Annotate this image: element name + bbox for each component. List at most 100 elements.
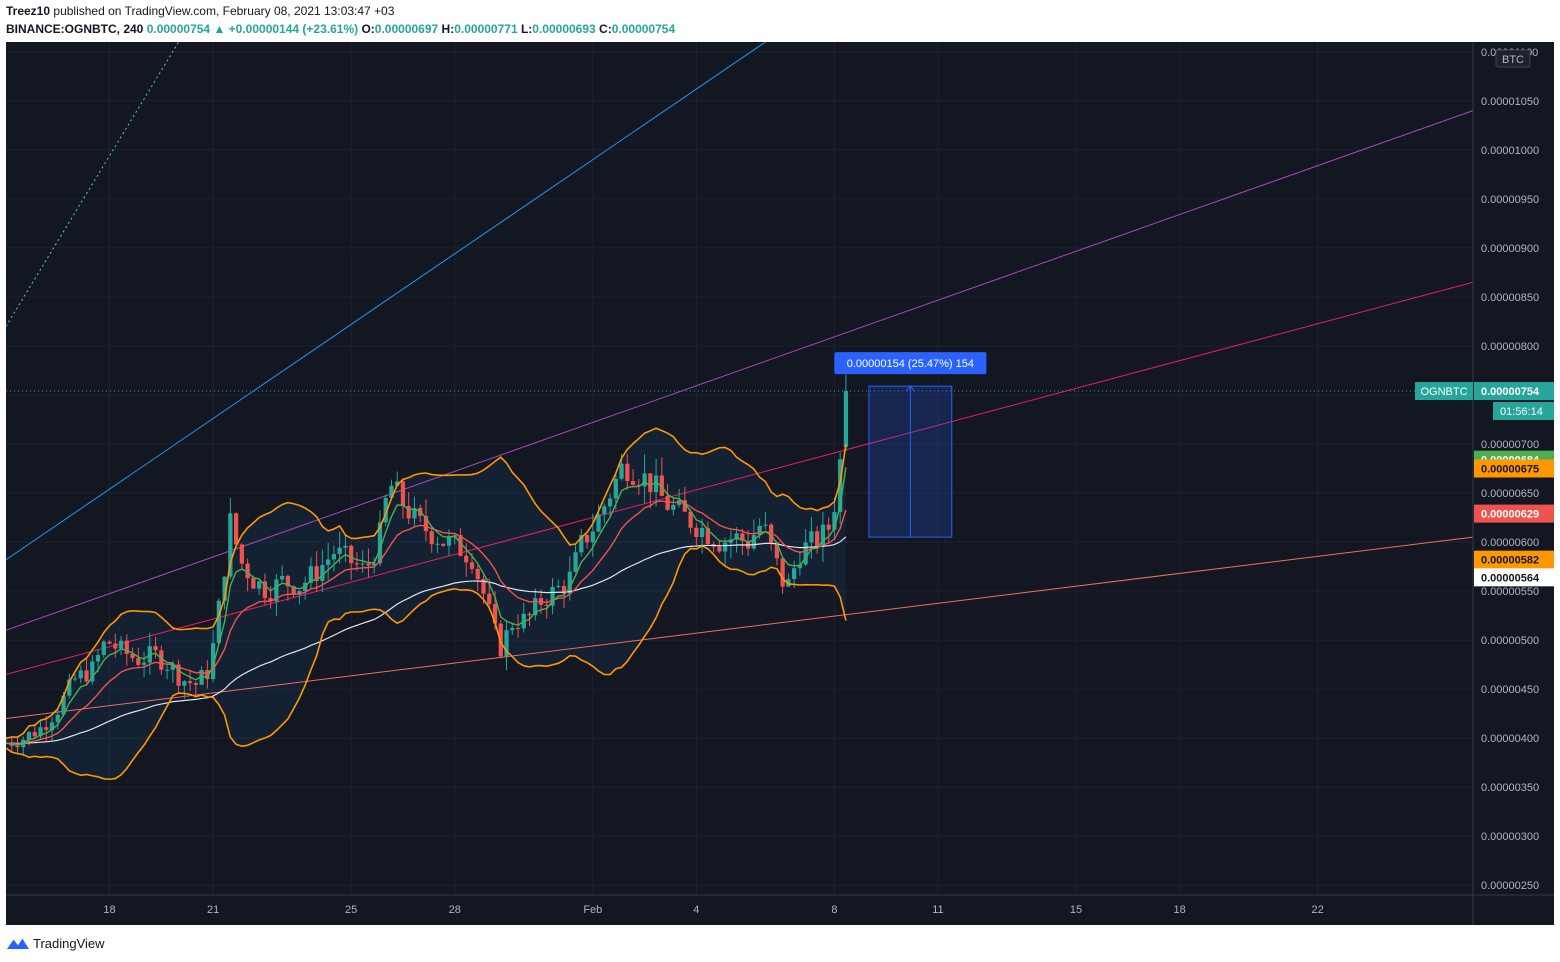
candle-body[interactable] — [446, 537, 452, 546]
candle-body[interactable] — [360, 563, 365, 565]
candle-body[interactable] — [774, 542, 780, 559]
candle-body[interactable] — [458, 535, 463, 556]
candle-body[interactable] — [625, 463, 630, 481]
candle-body[interactable] — [544, 604, 549, 606]
candle-body[interactable] — [251, 578, 256, 589]
candle-body[interactable] — [809, 531, 814, 543]
candle-body[interactable] — [176, 664, 181, 686]
candle-body[interactable] — [464, 555, 469, 563]
candle-body[interactable] — [274, 579, 279, 602]
candle-body[interactable] — [763, 524, 768, 526]
candle-body[interactable] — [349, 545, 354, 564]
currency-badge[interactable] — [1495, 49, 1531, 68]
candle-body[interactable] — [239, 544, 244, 564]
candle-body[interactable] — [510, 628, 515, 631]
candle-body[interactable] — [61, 695, 66, 715]
candle-body[interactable] — [193, 683, 198, 685]
candle-body[interactable] — [153, 646, 158, 651]
candle-body[interactable] — [780, 558, 785, 587]
chart-area[interactable]: 0.00000154 (25.47%) 154 0.00000250 0.00000… — [6, 42, 1554, 925]
candle-body[interactable] — [648, 473, 653, 493]
candle-body[interactable] — [734, 533, 739, 540]
candle-body[interactable] — [84, 670, 89, 682]
candle-body[interactable] — [820, 524, 826, 547]
trendline-5[interactable] — [6, 536, 1474, 720]
candle-body[interactable] — [630, 480, 636, 485]
candle-body[interactable] — [705, 528, 710, 545]
candle-body[interactable] — [717, 546, 722, 552]
candle-body[interactable] — [26, 732, 32, 740]
candle-body[interactable] — [170, 664, 175, 670]
candle-body[interactable] — [262, 581, 268, 599]
candle-body[interactable] — [487, 593, 492, 605]
candle-body[interactable] — [832, 512, 837, 530]
candle-body[interactable] — [326, 559, 331, 565]
candle-body[interactable] — [107, 641, 112, 644]
candle-body[interactable] — [331, 554, 337, 560]
candle-body[interactable] — [228, 513, 233, 577]
trendline-4[interactable] — [6, 281, 1474, 675]
candle-body[interactable] — [280, 575, 285, 580]
candle-body[interactable] — [613, 478, 618, 499]
author-name[interactable]: Treez10 — [6, 4, 51, 18]
candle-body[interactable] — [55, 714, 60, 723]
candle-body[interactable] — [320, 564, 325, 581]
candle-body[interactable] — [527, 613, 532, 616]
candle-body[interactable] — [268, 598, 273, 602]
candle-body[interactable] — [481, 578, 486, 594]
candle-body[interactable] — [297, 590, 302, 595]
candle-body[interactable] — [757, 525, 762, 535]
candle-body[interactable] — [377, 522, 383, 564]
candle-body[interactable] — [182, 681, 187, 686]
candle-body[interactable] — [49, 722, 55, 731]
candle-body[interactable] — [187, 681, 193, 684]
candle-body[interactable] — [550, 586, 555, 606]
tradingview-logo-icon[interactable] — [6, 935, 30, 951]
candle-body[interactable] — [515, 628, 521, 630]
candle-body[interactable] — [90, 661, 95, 682]
candle-body[interactable] — [314, 566, 319, 581]
candle-body[interactable] — [216, 600, 221, 644]
candle-body[interactable] — [44, 727, 49, 731]
candle-body[interactable] — [205, 670, 210, 680]
candle-body[interactable] — [826, 524, 831, 530]
candle-body[interactable] — [688, 511, 693, 528]
candle-body[interactable] — [395, 481, 400, 486]
candle-body[interactable] — [602, 506, 607, 515]
candle-body[interactable] — [567, 571, 572, 594]
candle-body[interactable] — [797, 564, 803, 569]
candle-body[interactable] — [699, 528, 705, 537]
candle-body[interactable] — [308, 566, 314, 583]
candle-body[interactable] — [751, 534, 757, 549]
candle-body[interactable] — [619, 463, 624, 479]
candle-body[interactable] — [245, 563, 250, 579]
candle-body[interactable] — [257, 581, 262, 589]
candle-body[interactable] — [659, 475, 664, 496]
candle-body[interactable] — [584, 535, 590, 543]
candle-body[interactable] — [400, 481, 406, 506]
trendline-3[interactable] — [6, 110, 1474, 631]
candle-body[interactable] — [101, 641, 106, 656]
candle-body[interactable] — [164, 669, 170, 671]
candle-body[interactable] — [573, 552, 578, 572]
candle-body[interactable] — [383, 497, 388, 523]
candle-body[interactable] — [372, 563, 377, 566]
candle-body[interactable] — [533, 598, 538, 616]
candle-body[interactable] — [579, 535, 584, 553]
candle-body[interactable] — [130, 653, 135, 659]
candle-body[interactable] — [843, 391, 849, 447]
candle-body[interactable] — [354, 563, 360, 565]
tradingview-brand[interactable]: TradingView — [33, 936, 105, 951]
candle-body[interactable] — [722, 542, 728, 552]
candle-body[interactable] — [642, 473, 647, 487]
candle-body[interactable] — [653, 475, 659, 493]
candle-body[interactable] — [233, 513, 239, 545]
candle-body[interactable] — [556, 585, 561, 587]
candle-body[interactable] — [504, 630, 509, 657]
candle-body[interactable] — [337, 547, 342, 555]
candle-body[interactable] — [124, 640, 129, 654]
candle-body[interactable] — [671, 504, 676, 510]
candle-body[interactable] — [412, 507, 417, 519]
candle-body[interactable] — [838, 459, 843, 513]
candle-body[interactable] — [607, 498, 613, 507]
